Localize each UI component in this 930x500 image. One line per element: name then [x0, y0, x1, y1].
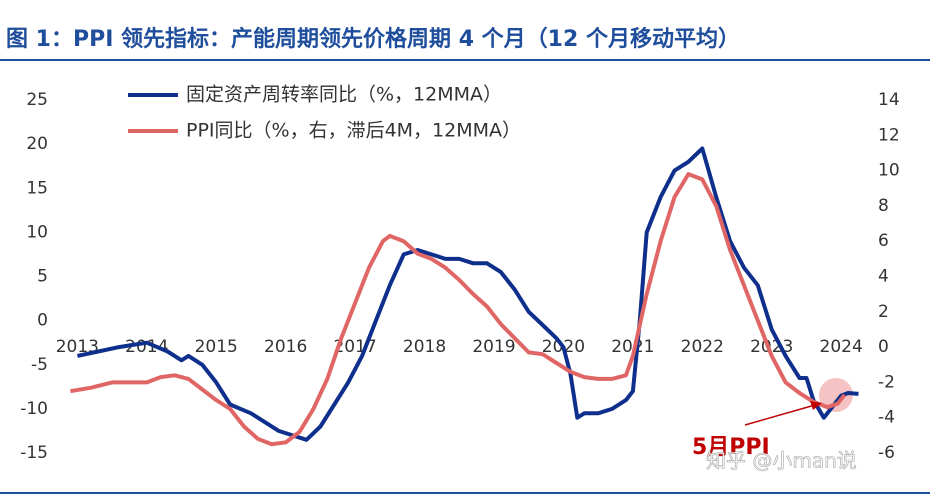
watermark: 知乎 @小man说: [706, 449, 857, 473]
y-tick-label: -5: [31, 355, 48, 375]
x-tick-label: 2015: [195, 337, 238, 357]
y2-tick-label: 0: [878, 337, 889, 357]
y2-tick-label: 14: [878, 90, 900, 110]
annotation-arrowhead: [810, 401, 822, 410]
y2-tick-label: 8: [878, 196, 889, 216]
chart-title: 图 1：PPI 领先指标：产能周期领先价格周期 4 个月（12 个月移动平均）: [6, 26, 740, 52]
highlight-circle: [819, 378, 853, 412]
series-line: [70, 172, 847, 447]
y2-tick-label: 4: [878, 267, 889, 287]
y2-tick-label: -4: [878, 408, 895, 428]
legend-label: 固定资产周转率同比（%，12MMA）: [186, 84, 502, 106]
y-tick-label: 25: [26, 90, 48, 110]
y2-tick-label: -6: [878, 443, 895, 463]
annotation-arrow: [744, 404, 816, 426]
y-tick-label: 20: [26, 134, 48, 154]
legend-label: PPI同比（%，右，滞后4M，12MMA）: [186, 120, 521, 142]
annotation: 5月PPI: [692, 435, 770, 460]
y2-tick-label: 12: [878, 125, 900, 145]
y-tick-label: 0: [37, 311, 48, 331]
y-tick-label: 10: [26, 222, 48, 242]
y-tick-label: 15: [26, 178, 48, 198]
x-tick-label: 2014: [125, 337, 168, 357]
y-tick-label: -10: [20, 399, 48, 419]
y2-tick-label: 6: [878, 231, 889, 251]
series-line: [76, 146, 859, 442]
x-tick-label: 2019: [472, 337, 515, 357]
x-tick-label: 2016: [264, 337, 307, 357]
y-tick-label: 5: [37, 267, 48, 287]
x-tick-label: 2018: [403, 337, 446, 357]
y2-tick-label: -2: [878, 372, 895, 392]
x-tick-label: 2022: [681, 337, 724, 357]
y2-tick-label: 2: [878, 302, 889, 322]
x-tick-label: 2024: [820, 337, 863, 357]
y2-tick-label: 10: [878, 161, 900, 181]
y-tick-label: -15: [20, 443, 48, 463]
